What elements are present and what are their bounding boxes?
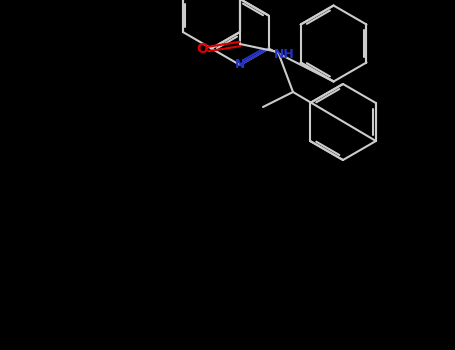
Text: N: N <box>235 58 245 71</box>
Text: O: O <box>196 42 208 56</box>
Text: NH: NH <box>273 48 294 61</box>
